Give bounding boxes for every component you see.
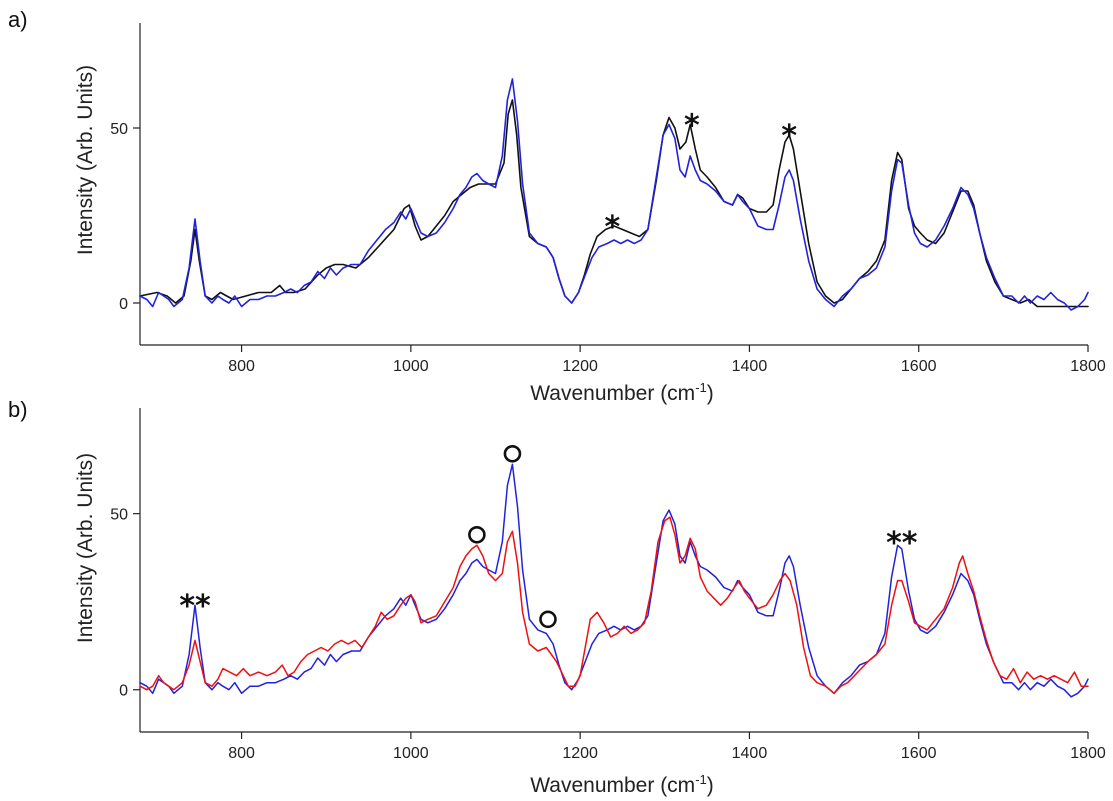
panel-b-ticks: 800 1000 1200 1400 1600 1800 0 50 xyxy=(110,507,1106,762)
panel-a-x-axis-title-text: Wavenumber (cm xyxy=(530,382,695,405)
panel-a-y-tick-label: 50 xyxy=(110,121,128,138)
panel-a: a) Intensity (Arb. Units) Wavenumber (cm… xyxy=(8,7,1106,405)
panel-a-ticks: 800 1000 1200 1400 1600 1800 0 50 xyxy=(110,121,1106,375)
panel-a-x-axis-title: Wavenumber (cm-1) xyxy=(530,380,714,405)
panel-b-x-axis-title-sup: -1 xyxy=(695,772,707,787)
panel-a-annotation-star: * xyxy=(684,109,700,144)
panel-a-x-tick-label: 1400 xyxy=(732,358,768,375)
panel-b-annotation-star: ** xyxy=(179,589,211,624)
panel-a-series-1-line xyxy=(139,78,1089,311)
panel-b-x-tick-label: 1600 xyxy=(901,745,937,762)
panel-b-series-1-line xyxy=(139,516,1089,695)
panel-a-x-tick-label: 1000 xyxy=(393,358,429,375)
panel-a-y-axis-title: Intensity (Arb. Units) xyxy=(74,65,97,255)
panel-b-series-0-line xyxy=(139,463,1089,698)
panel-a-annotation-star: * xyxy=(781,119,797,154)
panel-a-x-tick-label: 1600 xyxy=(901,358,937,375)
panel-b-x-axis-title-text: Wavenumber (cm xyxy=(530,774,695,797)
panel-a-x-axis-title-sup: -1 xyxy=(695,380,707,395)
panel-b-series xyxy=(139,463,1089,698)
panel-b-annotation-circle xyxy=(539,610,557,629)
panel-a-x-axis-title-close: ) xyxy=(707,382,714,405)
panel-a-label: a) xyxy=(8,7,28,32)
panel-a-annotations: * * * xyxy=(604,109,797,246)
panel-b-x-axis-title: Wavenumber (cm-1) xyxy=(530,772,714,797)
panel-a-y-tick-label: 0 xyxy=(119,296,128,313)
panel-b-annotation-star: ** xyxy=(886,526,918,561)
panel-b-x-tick-label: 1800 xyxy=(1070,745,1106,762)
panel-b-annotation-circle xyxy=(468,525,486,544)
panel-a-x-tick-label: 1800 xyxy=(1070,358,1106,375)
panel-b-y-axis-title: Intensity (Arb. Units) xyxy=(74,453,97,643)
panel-b-annotation-circle xyxy=(503,444,522,463)
panel-b-x-tick-label: 1000 xyxy=(393,745,429,762)
panel-b: b) Intensity (Arb. Units) Wavenumber (cm… xyxy=(8,397,1106,797)
panel-b-label: b) xyxy=(8,397,28,422)
panel-b-x-tick-label: 1400 xyxy=(732,745,768,762)
panel-a-x-tick-label: 1200 xyxy=(562,358,598,375)
panel-b-x-tick-label: 1200 xyxy=(562,745,598,762)
panel-a-x-tick-label: 800 xyxy=(228,358,255,375)
panel-b-x-axis-title-close: ) xyxy=(707,774,714,797)
panel-b-y-tick-label: 50 xyxy=(110,507,128,524)
panel-b-x-tick-label: 800 xyxy=(228,745,255,762)
panel-b-y-tick-label: 0 xyxy=(119,683,128,700)
panel-a-series xyxy=(139,78,1089,311)
panel-a-series-0-line xyxy=(139,99,1089,308)
panel-b-annotations: ** ** xyxy=(179,444,918,629)
panel-a-annotation-star: * xyxy=(604,210,620,245)
